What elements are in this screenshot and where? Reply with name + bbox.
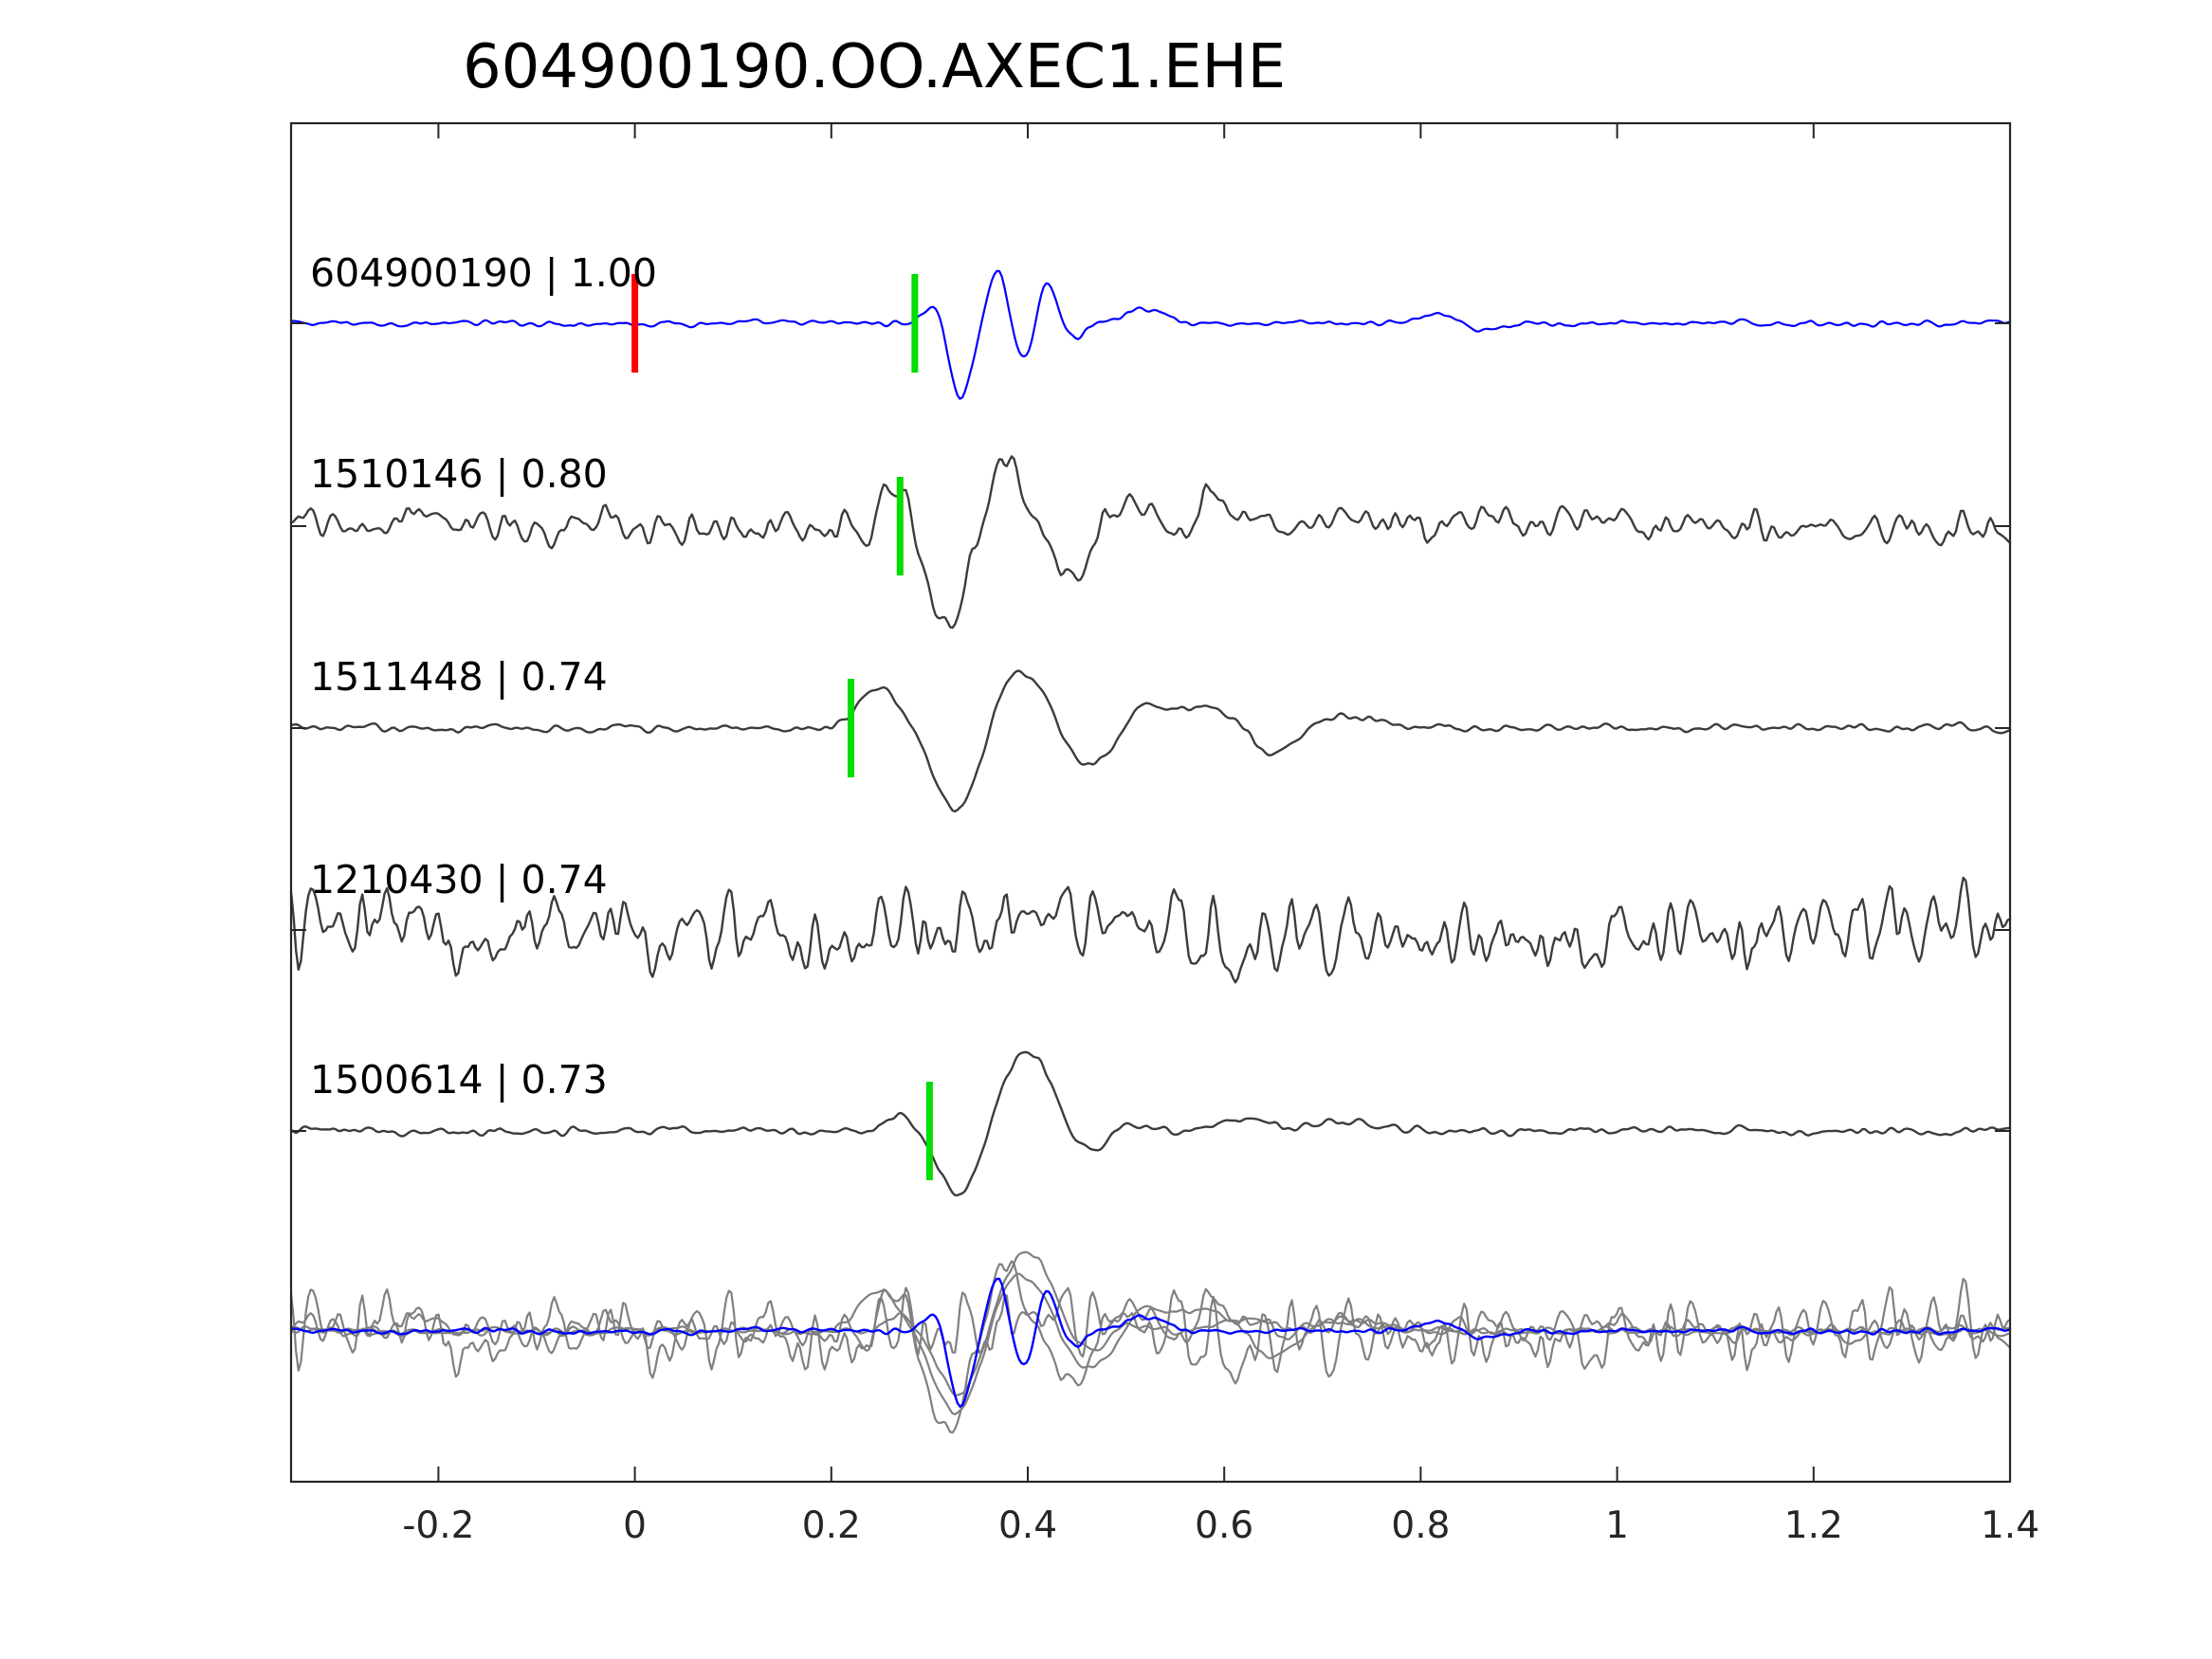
x-tick-label-4: 0.4 (998, 1504, 1057, 1547)
x-tick-label-9: 1.4 (1981, 1504, 2039, 1547)
overlay-trace-4 (289, 1277, 2012, 1385)
trace-labels-layer: 604900190 | 1.00 1510146 | 0.80 1511448 | … (310, 250, 657, 1103)
trace-label-2: 1510146 | 0.80 (310, 451, 608, 497)
x-tick-label-6: 0.8 (1391, 1504, 1450, 1547)
x-tick-label-8: 1.2 (1784, 1504, 1843, 1547)
trace-line-5 (289, 1050, 2012, 1196)
trace-line-3 (289, 669, 2012, 813)
trace-label-5: 1500614 | 0.73 (310, 1057, 608, 1103)
overlay-trace-5 (289, 1250, 2012, 1396)
chart-title: 604900190.OO.AXEC1.EHE (463, 32, 1286, 102)
x-tick-label-1: -0.2 (402, 1504, 474, 1547)
trace-line-4 (289, 876, 2012, 984)
x-tick-label-7: 1 (1605, 1504, 1629, 1547)
axes-box (289, 121, 2012, 1484)
x-tick-label-3: 0.2 (802, 1504, 861, 1547)
trace-line-1 (289, 269, 2012, 400)
x-tick-label-5: 0.6 (1195, 1504, 1253, 1547)
trace-label-1: 604900190 | 1.00 (310, 250, 657, 296)
trace-label-3: 1511448 | 0.74 (310, 654, 608, 700)
traces-layer (289, 269, 2012, 1434)
trace-line-2 (289, 455, 2012, 629)
overlay-trace-1 (289, 1277, 2012, 1408)
trace-label-4: 1210430 | 0.74 (310, 857, 608, 902)
axes-layer: -0.2 0 0.2 0.4 0.6 0.8 1 1.2 1.4 (289, 121, 2039, 1547)
x-tick-label-2: 0 (623, 1504, 647, 1547)
